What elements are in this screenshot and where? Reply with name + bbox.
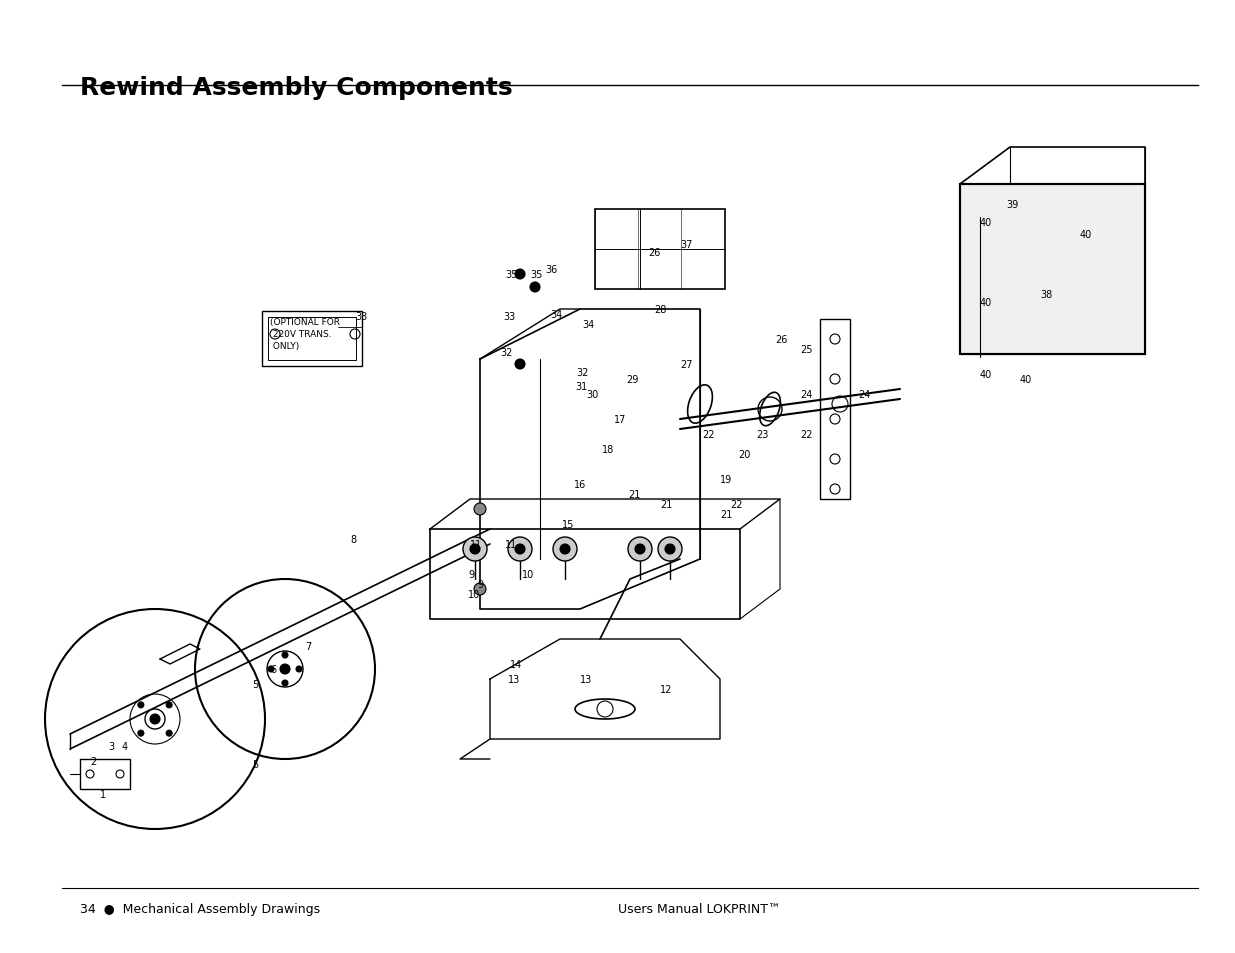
Text: 2: 2 — [90, 757, 96, 766]
Circle shape — [280, 664, 290, 675]
Text: 9: 9 — [477, 579, 483, 589]
Text: 33: 33 — [503, 312, 515, 322]
Text: 21: 21 — [629, 490, 641, 499]
Text: 17: 17 — [614, 415, 626, 424]
Text: 24: 24 — [858, 390, 871, 399]
Text: ONLY): ONLY) — [270, 341, 299, 351]
Text: 220V TRANS.: 220V TRANS. — [270, 330, 332, 338]
Circle shape — [296, 666, 303, 672]
Bar — [820, 319, 850, 499]
Text: 4: 4 — [122, 741, 128, 751]
Circle shape — [138, 702, 143, 708]
Text: 40: 40 — [1079, 230, 1092, 240]
Circle shape — [515, 270, 525, 280]
Circle shape — [553, 537, 577, 561]
Circle shape — [474, 543, 487, 556]
Circle shape — [508, 537, 532, 561]
Circle shape — [664, 544, 676, 555]
Text: 37: 37 — [680, 240, 693, 250]
Text: 28: 28 — [655, 305, 667, 314]
Text: (OPTIONAL FOR: (OPTIONAL FOR — [270, 317, 340, 327]
Text: 15: 15 — [562, 519, 574, 530]
Circle shape — [463, 537, 487, 561]
Circle shape — [282, 680, 288, 686]
Text: 22: 22 — [800, 430, 813, 439]
Text: 19: 19 — [720, 475, 732, 484]
Text: 7: 7 — [305, 641, 311, 651]
Text: 23: 23 — [756, 430, 768, 439]
Circle shape — [268, 666, 274, 672]
Text: 31: 31 — [576, 381, 588, 392]
Circle shape — [471, 544, 480, 555]
Circle shape — [138, 730, 143, 737]
Text: 34: 34 — [550, 310, 562, 319]
Text: 3: 3 — [107, 741, 114, 751]
Text: 10: 10 — [522, 569, 535, 579]
Text: 21: 21 — [720, 510, 732, 519]
Text: 22: 22 — [730, 499, 742, 510]
Circle shape — [474, 503, 487, 516]
Text: 25: 25 — [800, 345, 813, 355]
Text: Users Manual LOKPRINT™: Users Manual LOKPRINT™ — [618, 902, 781, 915]
Text: 35: 35 — [530, 270, 542, 280]
Circle shape — [167, 730, 172, 737]
Text: 40: 40 — [981, 218, 992, 228]
Text: 6: 6 — [270, 664, 277, 675]
Text: 11: 11 — [471, 539, 482, 550]
Text: 39: 39 — [1007, 200, 1018, 210]
Text: 20: 20 — [739, 450, 751, 459]
Text: 9: 9 — [468, 569, 474, 579]
Circle shape — [635, 544, 645, 555]
Text: 14: 14 — [510, 659, 522, 669]
Circle shape — [658, 537, 682, 561]
Text: 8: 8 — [350, 535, 356, 544]
Text: 27: 27 — [680, 359, 693, 370]
Bar — [268, 317, 356, 360]
Text: 32: 32 — [500, 348, 513, 357]
Text: 26: 26 — [776, 335, 788, 345]
Text: 11: 11 — [505, 539, 517, 550]
Text: Rewind Assembly Components: Rewind Assembly Components — [80, 76, 513, 100]
Text: 5: 5 — [252, 760, 258, 769]
Text: 1: 1 — [100, 789, 106, 800]
Text: 34: 34 — [582, 319, 594, 330]
Text: 32: 32 — [576, 368, 588, 377]
Text: 12: 12 — [659, 684, 672, 695]
Circle shape — [167, 702, 172, 708]
Circle shape — [559, 544, 571, 555]
Circle shape — [629, 537, 652, 561]
Circle shape — [282, 652, 288, 659]
Text: 33: 33 — [354, 312, 367, 322]
Circle shape — [149, 714, 161, 724]
Text: 38: 38 — [1040, 290, 1052, 299]
Circle shape — [515, 359, 525, 370]
Bar — [595, 210, 725, 290]
Text: 21: 21 — [659, 499, 672, 510]
Text: 22: 22 — [701, 430, 715, 439]
Text: 40: 40 — [981, 297, 992, 308]
Text: 13: 13 — [580, 675, 593, 684]
Bar — [960, 185, 1145, 355]
Circle shape — [474, 583, 487, 596]
Text: 13: 13 — [508, 675, 520, 684]
Text: 34  ●  Mechanical Assembly Drawings: 34 ● Mechanical Assembly Drawings — [80, 902, 320, 915]
Text: 35: 35 — [505, 270, 517, 280]
Text: 18: 18 — [601, 444, 614, 455]
Circle shape — [515, 544, 525, 555]
Text: 30: 30 — [585, 390, 598, 399]
Text: 36: 36 — [545, 265, 557, 274]
Text: 24: 24 — [800, 390, 813, 399]
Text: 26: 26 — [648, 248, 661, 257]
Text: 10: 10 — [468, 589, 480, 599]
Circle shape — [144, 709, 165, 729]
Text: 5: 5 — [252, 679, 258, 689]
Bar — [960, 185, 1145, 355]
Text: 40: 40 — [1020, 375, 1032, 385]
Text: 29: 29 — [626, 375, 638, 385]
Text: 40: 40 — [981, 370, 992, 379]
Bar — [262, 312, 362, 367]
Circle shape — [530, 283, 540, 293]
Text: 16: 16 — [574, 479, 587, 490]
